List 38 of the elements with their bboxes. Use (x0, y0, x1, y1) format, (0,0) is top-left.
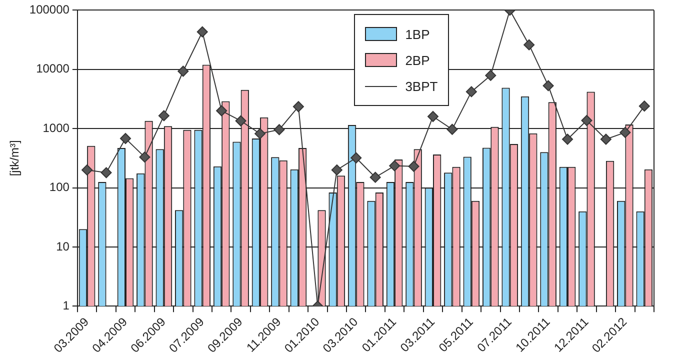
point (581, 114, 592, 126)
point (542, 80, 554, 92)
point (196, 26, 208, 38)
point (350, 152, 362, 164)
point (600, 134, 612, 145)
point (427, 110, 438, 122)
point (139, 152, 150, 163)
point (120, 132, 131, 144)
point (82, 164, 93, 176)
y-tick-label: 10 (56, 239, 70, 254)
point (524, 39, 535, 50)
point (408, 160, 420, 172)
y-tick-label: 100 (49, 180, 70, 194)
point (216, 105, 228, 116)
point (158, 110, 170, 122)
point (638, 100, 650, 112)
point (178, 66, 189, 77)
y-tick-label: 100000 (29, 2, 70, 17)
point (370, 172, 381, 183)
legend-label: 3BPT (404, 78, 438, 96)
point (235, 115, 246, 126)
point (274, 124, 285, 136)
y-tick-label: 10000 (36, 62, 70, 76)
point (254, 128, 266, 140)
y-axis-title: [jtk/m³] (8, 140, 22, 176)
y-tick-label: 1 (62, 298, 70, 312)
point (100, 167, 112, 178)
point (446, 124, 458, 135)
point (562, 134, 574, 145)
y-tick-label: 1000 (42, 120, 70, 135)
point (389, 160, 400, 172)
point (331, 164, 342, 176)
point (485, 70, 496, 81)
legend-label: 2BP (404, 52, 431, 70)
legend-label: 1BP (404, 26, 431, 44)
point (466, 86, 477, 98)
point (620, 126, 631, 138)
point (292, 101, 304, 112)
